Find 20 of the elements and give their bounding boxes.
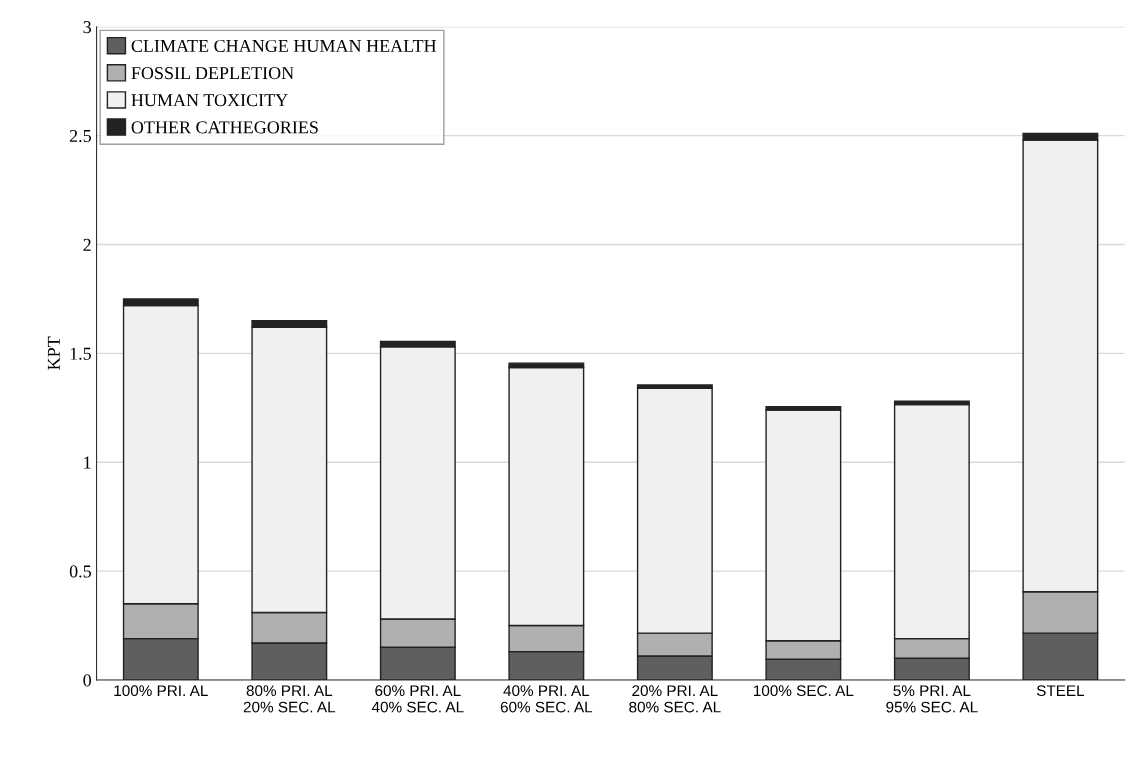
y-tick-label: 2.5 — [69, 129, 91, 143]
legend-label: HUMAN TOXICITY — [131, 94, 288, 107]
x-tick-label: 100% PRI. AL — [114, 685, 208, 697]
x-tick-label: 100% SEC. AL — [754, 685, 854, 697]
y-tick-label: 1 — [84, 456, 91, 469]
y-tick-label: 1.5 — [70, 347, 91, 360]
legend-label: OTHER CATHEGORIES — [131, 121, 318, 134]
x-tick-label: 20% PRI. AL 80% SEC. AL — [629, 685, 721, 713]
legend-label: FOSSIL DEPLETION — [131, 67, 294, 80]
x-tick-label: 80% PRI. AL 20% SEC. AL — [243, 685, 336, 713]
x-tick-label: 5% PRI. AL 95% SEC. AL — [886, 685, 978, 713]
x-tick-label: 40% PRI. AL 60% SEC. AL — [500, 685, 593, 713]
y-tick-label: 0 — [83, 674, 92, 687]
y-tick-label: 3 — [83, 21, 91, 34]
legend-label: CLIMATE CHANGE HUMAN HEALTH — [131, 39, 437, 53]
x-tick-label: 60% PRI. AL 40% SEC. AL — [371, 685, 464, 713]
y-tick-label: 0.5 — [69, 565, 91, 578]
y-tick-label: 2 — [83, 238, 91, 251]
y-axis-title: KPT — [47, 336, 60, 370]
x-tick-label: STEEL — [1036, 685, 1085, 697]
